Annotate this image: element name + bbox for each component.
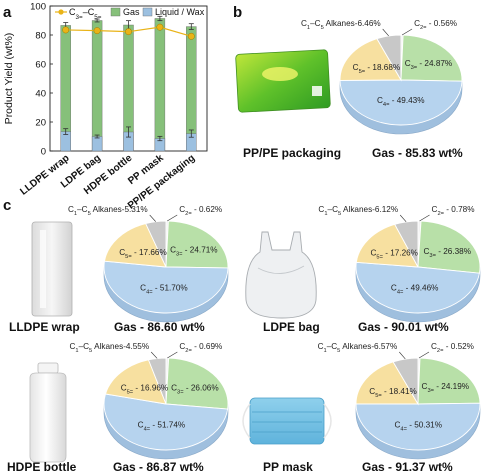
y-tick-label-60: 60 — [35, 60, 46, 71]
pie-leader-line — [149, 214, 156, 222]
pie-leader-line — [399, 214, 407, 223]
pie-label-c1-c5-alkanes: C1–C5 Alkanes-6.12% — [318, 205, 398, 217]
caption-pp-pe-packaging: PP/PE packaging — [243, 146, 341, 160]
pie-slice-c5 — [355, 361, 419, 405]
pie-label-c3: C3= - 24.87% — [405, 59, 453, 71]
pie-slice-c4 — [103, 260, 229, 314]
ldpe-bag-photo — [245, 231, 317, 319]
legend-swatch-gas — [110, 7, 121, 17]
liquid-bar-ldpe-bag — [91, 136, 103, 152]
panel-label-a: a — [3, 4, 12, 21]
caption-pp-mask: PP mask — [263, 460, 313, 474]
pie-leader-line — [167, 214, 178, 222]
caption-hdpe-bottle-gas: Gas - 86.87 wt% — [113, 460, 204, 474]
hdpe-bottle-photo — [29, 362, 67, 463]
pie-label-c4: C4= - 51.70% — [140, 284, 188, 296]
caption-ldpe-bag: LDPE bag — [263, 320, 320, 334]
pie-label-c1-c5-alkanes: C1–C5 Alkanes-5.31% — [68, 205, 148, 217]
panel-label-b: b — [233, 4, 242, 21]
pie-slice-c5 — [355, 223, 419, 268]
pie-slice-c4 — [355, 402, 481, 451]
pie-leader-line — [150, 351, 158, 359]
pie-ldpe-bag: C4= - 49.46% C3= - 26.38% C5= - 17.26% C1–C… — [318, 205, 481, 323]
pie-lldpe-wrap: C4= - 51.70% C3= - 24.71%C5= - 17.66% C1–C… — [68, 205, 229, 323]
pie-slice-c3 — [417, 220, 481, 274]
c3-c5-point-lldpe-wrap — [62, 26, 70, 34]
pie-leader-line — [382, 28, 389, 37]
pie-leader-line — [418, 351, 430, 359]
pie-label-c4: C4= - 50.31% — [394, 421, 442, 433]
pie-slice-c5 — [339, 38, 402, 81]
pie-leader-line — [399, 351, 406, 360]
pie-slice-c3 — [165, 220, 229, 269]
pie-label-c3: C3= - 26.38% — [423, 247, 471, 259]
pie-label-c3: C3= - 24.19% — [422, 382, 470, 394]
pie-slice-c3 — [165, 357, 229, 410]
y-tick-label-100: 100 — [30, 2, 46, 13]
gas-bar-pp-mask — [154, 18, 166, 152]
pie-slice-c4 — [103, 393, 229, 451]
pie-label-c1-c5-alkanes: C1–C5 Alkanes-4.55% — [69, 342, 149, 354]
y-tick-label-40: 40 — [35, 89, 46, 100]
legend-label-gas: Gas — [123, 7, 140, 17]
panel-label-c: c — [3, 197, 11, 214]
pie-slice-c4 — [339, 79, 463, 126]
caption-ldpe-bag-gas: Gas - 90.01 wt% — [358, 320, 449, 334]
c3-c5-point-pp-pe-packaging — [187, 32, 195, 40]
pie-slice-c1-c5-alkanes — [145, 220, 167, 268]
pie-slice-c1-c5-alkanes — [392, 357, 419, 406]
gas-bar-ldpe-bag — [91, 20, 103, 152]
pp-mask-photo — [242, 397, 332, 445]
pie-label-c5: C5= - 18.68% — [353, 63, 401, 75]
y-tick-label-20: 20 — [35, 118, 46, 129]
legend-label-c3-c5: C3=–C5= — [69, 7, 102, 21]
y-axis-label: Product Yield (wt%) — [3, 33, 15, 125]
pie-label-c2: C2= - 0.56% — [414, 19, 457, 31]
y-tick-label-0: 0 — [41, 147, 46, 158]
pie-leader-line — [419, 214, 430, 222]
pie-label-c1-c5-alkanes: C1–C5 Alkanes-6.46% — [301, 19, 381, 31]
pie-hdpe-bottle: C4= - 51.74% C3= - 26.06%C5= - 16.96% C1–C… — [69, 342, 229, 460]
pie-label-c4: C4= - 49.46% — [391, 284, 439, 296]
caption-lldpe-wrap-gas: Gas - 86.60 wt% — [114, 320, 205, 334]
pie-slice-c4 — [355, 261, 480, 314]
c3-c5-point-pp-mask — [156, 23, 164, 31]
pie-label-c5: C5= - 18.41% — [369, 387, 417, 399]
caption-hdpe-bottle: HDPE bottle — [7, 460, 77, 474]
pie-label-c5: C5= - 17.66% — [119, 248, 167, 260]
pie-slice-c1-c5-alkanes — [376, 34, 402, 82]
pie-slice-c3 — [417, 357, 481, 405]
pie-pp-mask: C4= - 50.31% C3= - 24.19% C5= - 18.41% C1–C… — [318, 342, 481, 460]
pie-label-c5: C5= - 16.96% — [121, 384, 169, 396]
c3-c5-point-hdpe-bottle — [125, 28, 132, 36]
pie-label-c1-c5-alkanes: C1–C5 Alkanes-6.57% — [318, 342, 398, 354]
pie-leader-line — [401, 28, 413, 36]
c3-c5-point-ldpe-bag — [93, 27, 101, 35]
bar-chart: 0 20 40 60 80 100 Product Yield (wt%) LLDPE wra… — [3, 2, 208, 212]
pie-label-c3: C3= - 26.06% — [171, 384, 219, 396]
caption-lldpe-wrap: LLDPE wrap — [9, 320, 80, 334]
pie-label-c2: C2= - 0.69% — [179, 342, 222, 354]
y-tick-label-80: 80 — [35, 31, 46, 42]
pie-slice-c5 — [104, 359, 167, 405]
pie-label-c2: C2= - 0.62% — [179, 205, 222, 217]
pie-label-c5: C5= - 17.26% — [370, 249, 418, 261]
x-tick-label-lldpe-wrap: LLDPE wrap — [18, 153, 71, 198]
lldpe-wrap-photo — [31, 221, 73, 317]
pie-leader-line — [167, 351, 178, 359]
legend-label-liquid-wax: Liquid / Wax — [155, 7, 205, 17]
legend-point-swatch — [58, 9, 64, 15]
caption-pp-mask-gas: Gas - 91.37 wt% — [362, 460, 453, 474]
pie-label-c4: C4= - 49.43% — [377, 96, 425, 108]
caption-pp-pe-packaging-gas: Gas - 85.83 wt% — [372, 146, 463, 160]
pie-slice-c3 — [400, 34, 463, 82]
packaging-photo — [235, 49, 331, 113]
pie-label-c3: C3= - 24.71% — [170, 246, 218, 258]
legend-swatch-liquid — [142, 7, 153, 17]
pie-slice-c1-c5-alkanes — [147, 357, 167, 405]
pie-label-c2: C2= - 0.78% — [432, 205, 475, 217]
pie-label-c4: C4= - 51.74% — [138, 420, 186, 432]
pie-label-c2: C2= - 0.52% — [431, 342, 474, 354]
